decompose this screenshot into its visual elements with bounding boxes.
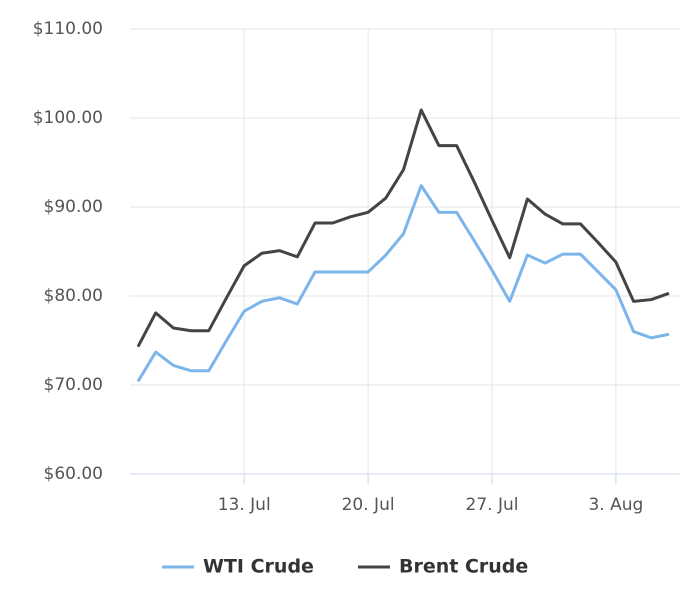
series-line	[136, 108, 670, 348]
x-tick-label: 20. Jul	[342, 495, 395, 515]
series-line	[136, 184, 670, 383]
y-tick-label: $110.00	[33, 19, 103, 39]
legend-label: Brent Crude	[399, 556, 528, 578]
x-tick-label: 13. Jul	[218, 495, 271, 515]
y-tick-label: $60.00	[44, 464, 103, 484]
x-tick-label: 3. Aug	[588, 495, 643, 515]
y-tick-label: $100.00	[33, 108, 103, 128]
y-tick-label: $80.00	[44, 286, 103, 306]
legend-label: WTI Crude	[203, 556, 314, 578]
x-tick-label: 27. Jul	[466, 495, 519, 515]
y-tick-label: $70.00	[44, 375, 103, 395]
y-tick-label: $90.00	[44, 197, 103, 217]
